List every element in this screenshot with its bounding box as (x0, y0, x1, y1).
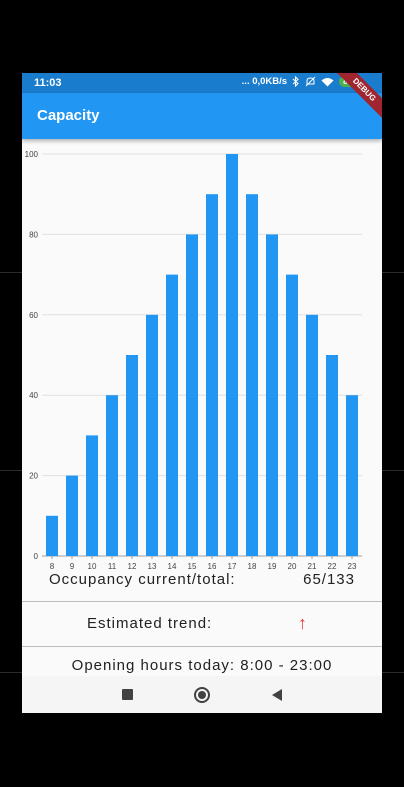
recents-button[interactable] (116, 676, 138, 713)
frame-line (382, 672, 404, 673)
x-tick-label: 14 (168, 562, 177, 571)
page-title: Capacity (37, 107, 100, 124)
x-tick-label: 13 (148, 562, 157, 571)
x-tick-label: 11 (108, 562, 117, 571)
bar (246, 194, 258, 556)
x-tick-label: 23 (348, 562, 357, 571)
network-speed: ... 0,0KB/s (241, 76, 288, 87)
bar (346, 395, 358, 556)
bar (86, 435, 98, 556)
y-tick-label: 60 (29, 311, 38, 320)
recents-square-icon (121, 689, 133, 700)
bar (186, 234, 198, 556)
occupancy-label: Occupancy current/total: (49, 571, 236, 588)
bar (326, 355, 338, 556)
frame-line (382, 272, 404, 273)
status-indicators: ... 0,0KB/s 85 (242, 76, 356, 87)
bar (206, 194, 218, 556)
home-button[interactable] (190, 676, 214, 713)
y-tick-label: 0 (34, 552, 39, 561)
frame-line (382, 470, 404, 471)
x-tick-label: 20 (288, 562, 297, 571)
bar (226, 154, 238, 556)
divider (22, 601, 382, 602)
home-circle-icon (194, 686, 210, 703)
x-tick-label: 15 (188, 562, 197, 571)
bar (106, 395, 118, 556)
status-time: 11:03 (34, 77, 62, 89)
frame-line (0, 272, 22, 273)
x-tick-label: 19 (268, 562, 277, 571)
back-button[interactable] (266, 676, 288, 713)
divider (22, 646, 382, 647)
bar (146, 314, 158, 556)
occupancy-row: Occupancy current/total: 65/133 (22, 571, 382, 601)
x-tick-label: 12 (128, 562, 137, 571)
x-tick-label: 9 (70, 562, 75, 571)
bar (266, 234, 278, 556)
bar (306, 314, 318, 556)
occupancy-value: 65/133 (303, 571, 355, 588)
back-triangle-icon (272, 688, 282, 701)
bar (46, 515, 58, 556)
navigation-bar (22, 676, 382, 713)
bluetooth-icon (292, 76, 299, 87)
app-bar: Capacity (22, 93, 382, 139)
bar (166, 274, 178, 556)
wifi-icon (321, 77, 334, 86)
x-tick-label: 8 (50, 562, 55, 571)
x-tick-label: 10 (88, 562, 97, 571)
x-tick-label: 21 (308, 562, 317, 571)
y-tick-label: 80 (29, 230, 38, 239)
trend-label: Estimated trend: (87, 615, 213, 632)
status-bar: 11:03 ... 0,0KB/s 85 (22, 73, 382, 93)
y-tick-label: 100 (25, 150, 39, 159)
mute-icon (305, 76, 316, 87)
frame-line (0, 470, 22, 471)
x-tick-label: 17 (228, 562, 237, 571)
x-tick-label: 22 (328, 562, 337, 571)
bar (126, 355, 138, 556)
y-tick-label: 40 (29, 391, 38, 400)
app-screen: 11:03 ... 0,0KB/s 85 Capacity DEBUG 0204… (22, 73, 382, 713)
frame-line (0, 672, 22, 673)
x-tick-label: 16 (208, 562, 217, 571)
y-tick-label: 20 (29, 472, 38, 481)
opening-hours: Opening hours today: 8:00 - 23:00 (71, 657, 333, 674)
capacity-bar-chart: 0 20 40 60 80 100 8 9 10 11 12 13 14 15 16 17 18 19 20 21 22… (25, 150, 362, 571)
trend-arrow-icon: ↑ (298, 613, 308, 633)
x-tick-label: 18 (248, 562, 257, 571)
bar (286, 274, 298, 556)
trend-row: Estimated trend: ↑ (22, 613, 382, 643)
bar (66, 475, 78, 556)
